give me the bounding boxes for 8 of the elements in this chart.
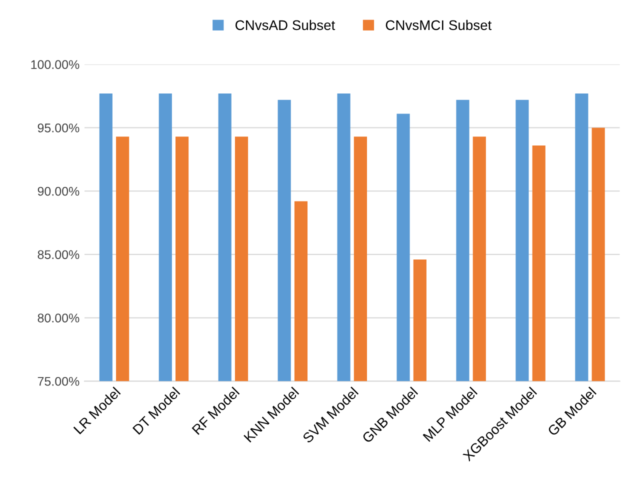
- y-tick-label: 80.00%: [38, 314, 80, 322]
- y-tick-label: 100.00%: [31, 60, 80, 69]
- legend-label: CNvsAD Subset: [236, 20, 336, 30]
- y-tick-label: 85.00%: [38, 250, 80, 260]
- y-tick-label: 75.00%: [38, 376, 80, 386]
- y-tick-label: 90.00%: [38, 186, 80, 196]
- y-tick-label: 95.00%: [38, 124, 80, 132]
- legend-label: CNvsMCI Subset: [386, 20, 492, 30]
